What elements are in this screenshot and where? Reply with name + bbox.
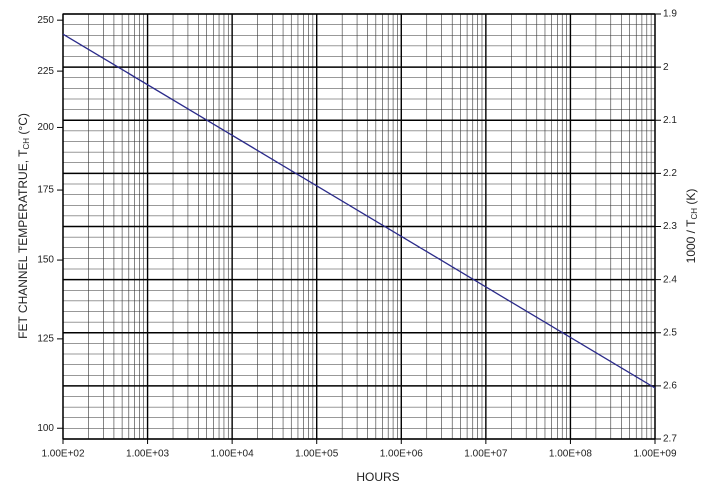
x-tick-label: 1.00E+09	[633, 449, 677, 460]
y-tick-label: 100	[37, 423, 54, 434]
y2-tick-label: 2	[663, 62, 669, 73]
y2-tick-label: 2.6	[663, 381, 677, 392]
y-tick-label: 200	[37, 122, 54, 133]
y-tick-label: 150	[37, 255, 54, 266]
y2-tick-label: 2.4	[663, 274, 677, 285]
plot-frame	[62, 13, 656, 440]
y-axis-title: FET CHANNEL TEMPERATRUE, TCH (°C)	[16, 113, 31, 339]
x-tick-label: 1.00E+04	[211, 449, 255, 460]
x-tick-label: 1.00E+06	[380, 449, 424, 460]
x-tick-label: 1.00E+08	[549, 449, 593, 460]
y-tick-label: 125	[37, 334, 54, 345]
y2-title-sub: CH	[690, 208, 699, 220]
data-line	[62, 33, 656, 389]
x-tick-label: 1.00E+05	[295, 449, 339, 460]
y2-tick-label: 2.5	[663, 327, 677, 338]
x-tick-label: 1.00E+02	[41, 449, 85, 460]
y-tick-label: 250	[37, 15, 54, 26]
y2-tick-label: 2.3	[663, 221, 677, 232]
x-tick-label: 1.00E+03	[126, 449, 170, 460]
y2-tick-label: 1.9	[663, 9, 677, 20]
y-title-sub: CH	[22, 138, 31, 150]
y2-axis-title: 1000 / TCH (K)	[684, 189, 699, 264]
y2-tick-label: 2.1	[663, 115, 677, 126]
y2-title-text: 1000 / T	[684, 219, 698, 263]
x-tick-label: 1.00E+07	[464, 449, 508, 460]
y-title-text: FET CHANNEL TEMPERATRUE, T	[16, 149, 30, 339]
y-title-suffix: (°C)	[16, 113, 30, 138]
y-tick-label: 225	[37, 66, 54, 77]
y2-tick-label: 2.2	[663, 168, 677, 179]
x-axis-title: HOURS	[356, 470, 399, 484]
y2-title-suffix: (K)	[684, 189, 698, 208]
y2-tick-label: 2.7	[663, 434, 677, 445]
y-tick-label: 175	[37, 185, 54, 196]
